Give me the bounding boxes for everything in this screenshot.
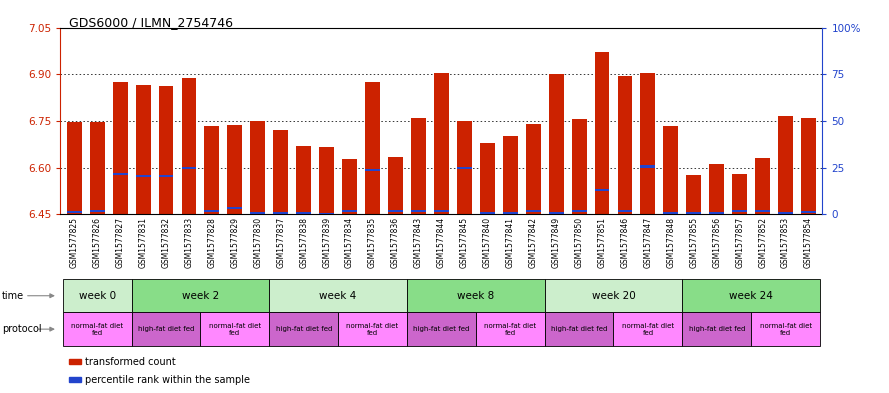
Bar xyxy=(640,73,655,214)
Bar xyxy=(572,119,587,214)
Bar xyxy=(67,211,82,213)
Bar xyxy=(342,160,357,214)
Bar xyxy=(755,158,770,214)
Bar xyxy=(595,189,610,191)
Bar xyxy=(663,125,678,214)
Bar xyxy=(480,212,495,214)
Text: normal-fat diet
fed: normal-fat diet fed xyxy=(759,323,812,336)
Text: week 4: week 4 xyxy=(319,291,356,301)
Bar xyxy=(204,210,220,212)
Bar xyxy=(801,211,816,213)
Bar xyxy=(113,82,128,214)
Text: transformed count: transformed count xyxy=(85,357,176,367)
Bar xyxy=(158,86,173,214)
Bar xyxy=(549,74,564,214)
Bar xyxy=(778,213,793,215)
Bar xyxy=(640,165,655,168)
Bar xyxy=(90,122,105,214)
Text: high-fat diet fed: high-fat diet fed xyxy=(689,326,745,332)
Bar xyxy=(136,85,150,214)
Bar xyxy=(709,213,725,215)
Bar xyxy=(113,173,128,175)
Text: protocol: protocol xyxy=(2,324,42,334)
Bar xyxy=(342,210,357,213)
Text: time: time xyxy=(2,291,24,301)
Bar xyxy=(411,118,426,214)
Bar xyxy=(228,125,243,214)
Bar xyxy=(457,121,472,214)
Bar xyxy=(434,73,449,214)
Bar xyxy=(686,213,701,215)
Bar xyxy=(709,164,725,214)
Bar xyxy=(618,210,632,213)
Bar xyxy=(90,210,105,212)
Bar xyxy=(595,52,610,214)
Bar xyxy=(388,157,403,214)
Bar xyxy=(388,210,403,213)
Text: high-fat diet fed: high-fat diet fed xyxy=(413,326,469,332)
Bar xyxy=(204,125,220,214)
Bar xyxy=(572,210,587,213)
Bar xyxy=(480,143,495,214)
Text: normal-fat diet
fed: normal-fat diet fed xyxy=(485,323,536,336)
Text: week 20: week 20 xyxy=(591,291,636,301)
Bar xyxy=(778,116,793,214)
Bar xyxy=(296,212,311,214)
Bar xyxy=(503,212,517,214)
Bar xyxy=(251,213,265,215)
Bar xyxy=(273,130,288,214)
Text: high-fat diet fed: high-fat diet fed xyxy=(276,326,332,332)
Bar xyxy=(319,213,334,215)
Text: GDS6000 / ILMN_2754746: GDS6000 / ILMN_2754746 xyxy=(69,16,233,29)
Bar xyxy=(296,146,311,214)
Text: high-fat diet fed: high-fat diet fed xyxy=(138,326,194,332)
Text: week 8: week 8 xyxy=(457,291,494,301)
Text: normal-fat diet
fed: normal-fat diet fed xyxy=(347,323,398,336)
Bar xyxy=(181,167,196,169)
Text: normal-fat diet
fed: normal-fat diet fed xyxy=(209,323,260,336)
Bar xyxy=(158,175,173,177)
Bar xyxy=(618,76,632,214)
Bar xyxy=(457,167,472,169)
Bar xyxy=(733,174,747,214)
Bar xyxy=(273,212,288,214)
Bar xyxy=(525,124,541,214)
Bar xyxy=(67,122,82,214)
Bar xyxy=(733,210,747,213)
Bar xyxy=(801,118,816,214)
Text: high-fat diet fed: high-fat diet fed xyxy=(551,326,607,332)
Bar xyxy=(755,210,770,213)
Text: normal-fat diet
fed: normal-fat diet fed xyxy=(71,323,124,336)
Text: week 2: week 2 xyxy=(182,291,219,301)
Bar xyxy=(434,210,449,213)
Text: week 24: week 24 xyxy=(729,291,773,301)
Bar xyxy=(228,207,243,209)
Bar xyxy=(181,78,196,214)
Text: percentile rank within the sample: percentile rank within the sample xyxy=(85,375,251,385)
Bar xyxy=(365,82,380,214)
Bar xyxy=(503,136,517,214)
Bar xyxy=(663,213,678,215)
Text: normal-fat diet
fed: normal-fat diet fed xyxy=(622,323,674,336)
Bar xyxy=(411,210,426,213)
Bar xyxy=(136,175,150,177)
Text: week 0: week 0 xyxy=(78,291,116,301)
Bar xyxy=(549,213,564,215)
Bar xyxy=(365,169,380,171)
Bar xyxy=(251,121,265,214)
Bar xyxy=(686,175,701,214)
Bar xyxy=(319,147,334,214)
Bar xyxy=(525,210,541,213)
